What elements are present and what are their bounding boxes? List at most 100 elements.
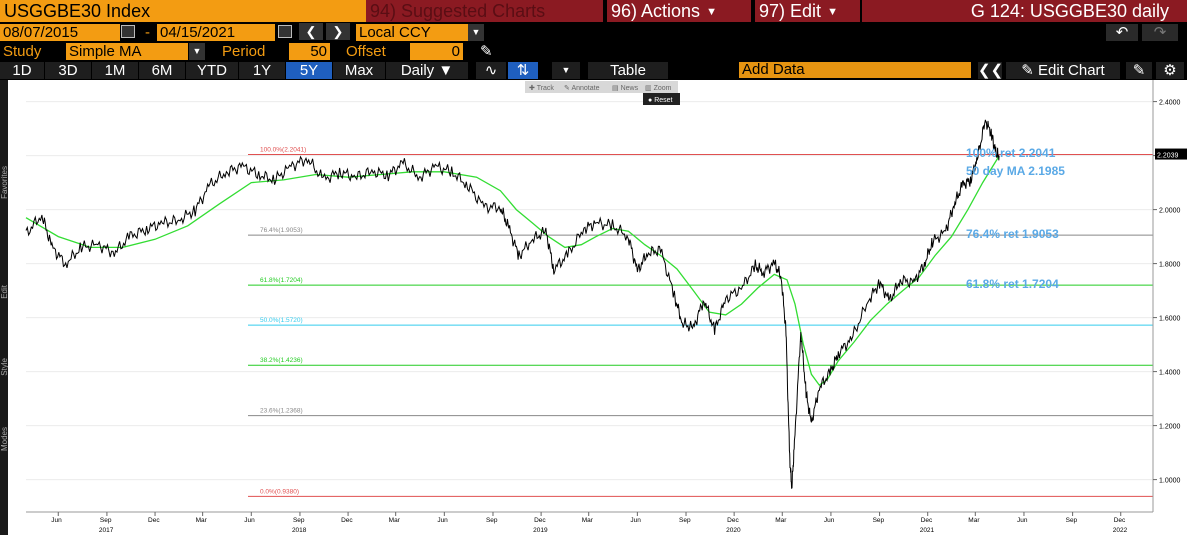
zoom-tool[interactable]: ▥ Zoom xyxy=(645,85,672,92)
x-tick-label: Jun xyxy=(824,517,835,524)
period-3d[interactable]: 3D xyxy=(45,62,91,79)
period-input[interactable]: 50 xyxy=(289,43,330,60)
actions-label: Actions xyxy=(641,1,701,21)
study-select[interactable]: Simple MA xyxy=(66,43,188,60)
y-tick-label: 1.6000 xyxy=(1159,316,1181,323)
y-tick-label: 2.0000 xyxy=(1159,208,1181,215)
ticker-field[interactable]: USGGBE30 Index xyxy=(0,0,366,22)
period-1m[interactable]: 1M xyxy=(92,62,138,79)
annotation-label: 61.8% ret 1.7204 xyxy=(966,277,1059,291)
y-tick-label: 1.4000 xyxy=(1159,370,1181,377)
period-5y[interactable]: 5Y xyxy=(286,62,332,79)
x-tick-label: Mar xyxy=(968,517,980,524)
annotate-tool[interactable]: ✎ Annotate xyxy=(564,85,600,92)
x-tick-label: Sep xyxy=(486,517,498,524)
fib-label: 50.0%(1.5720) xyxy=(260,317,303,324)
edit-label: Edit xyxy=(790,1,822,21)
annotation-label: 100% ret 2.2041 xyxy=(966,146,1056,160)
study-label: Study xyxy=(3,43,42,60)
bar-chart-icon[interactable]: ⇅ xyxy=(508,62,538,79)
chevron-down-icon: ▼ xyxy=(827,6,838,18)
study-row: Study Simple MA ▼ Period 50 Offset 0 ✎ xyxy=(0,42,1187,61)
x-tick-label: Mar xyxy=(775,517,787,524)
chevron-down-icon[interactable]: ▼ xyxy=(468,24,484,41)
line-chart-icon[interactable]: ∿ xyxy=(476,62,506,79)
table-button[interactable]: Table xyxy=(588,62,668,79)
x-tick-label: Jun xyxy=(1017,517,1028,524)
fib-label: 100.0%(2.2041) xyxy=(260,146,306,153)
annotation-label: 76.4% ret 1.9053 xyxy=(966,227,1059,241)
frequency-label: Daily xyxy=(400,62,435,79)
calendar-icon[interactable] xyxy=(121,25,135,38)
chevron-down-icon[interactable]: ▼ xyxy=(552,62,580,79)
date-range-row: 08/07/2015 - 04/15/2021 ❮ ❯ Local CCY ▼ … xyxy=(0,22,1187,42)
x-axis: Jun Sep Dec Mar Jun Sep Dec Mar Jun Sep Dec Mar Jun S… xyxy=(26,511,1153,534)
gear-icon[interactable]: ⚙ xyxy=(1156,62,1184,79)
reset-button[interactable]: ● Reset xyxy=(648,97,673,104)
start-date-field[interactable]: 08/07/2015 xyxy=(0,24,120,41)
chart-area[interactable]: 100.0%(2.2041) 76.4%(1.9053) 61.8%(1.7204)… xyxy=(8,80,1187,535)
next-arrow-button[interactable]: ❯ xyxy=(326,23,350,40)
suggested-label: Suggested Charts xyxy=(401,1,546,21)
y-tick-label: 1.2000 xyxy=(1159,424,1181,431)
x-tick-label: Mar xyxy=(389,517,401,524)
fib-label: 61.8%(1.7204) xyxy=(260,277,303,284)
x-tick-label: Sep xyxy=(1066,517,1078,524)
x-tick-label: Sep xyxy=(293,517,305,524)
x-tick-label: Dec xyxy=(921,517,933,524)
reset-bg xyxy=(643,93,680,105)
edit-chart-button[interactable]: ✎ Edit Chart xyxy=(1006,62,1120,79)
x-year-label: 2021 xyxy=(920,527,935,534)
x-tick-label: Mar xyxy=(196,517,208,524)
last-price-badge xyxy=(1155,148,1187,160)
x-tick-label: Dec xyxy=(148,517,160,524)
period-ytd[interactable]: YTD xyxy=(186,62,238,79)
offset-input[interactable]: 0 xyxy=(410,43,463,60)
undo-icon[interactable]: ↶ xyxy=(1106,24,1138,41)
price-line xyxy=(25,119,1000,489)
x-year-label: 2017 xyxy=(99,527,114,534)
add-data-input[interactable]: Add Data xyxy=(739,62,971,78)
fib-label: 0.0%(0.9380) xyxy=(260,488,299,495)
x-tick-label: Jun xyxy=(630,517,641,524)
fib-label: 38.2%(1.4236) xyxy=(260,357,303,364)
y-tick-label: 1.8000 xyxy=(1159,262,1181,269)
edit-menu[interactable]: 97) Edit ▼ xyxy=(755,0,860,22)
redo-icon[interactable]: ↷ xyxy=(1142,24,1178,41)
chart-mini-tools[interactable]: ✚ Track ✎ Annotate ▤ News ▥ Zoom ● Reset xyxy=(525,81,680,105)
annotation-label: 50 day MA 2.1985 xyxy=(966,164,1065,178)
currency-select[interactable]: Local CCY xyxy=(356,24,468,41)
calendar-icon[interactable] xyxy=(278,25,292,38)
grid xyxy=(26,101,1153,481)
fib-label: 23.6%(1.2368) xyxy=(260,408,303,415)
period-6m[interactable]: 6M xyxy=(139,62,185,79)
x-tick-label: Jun xyxy=(437,517,448,524)
news-tool[interactable]: ▤ News xyxy=(612,85,639,92)
ma-line xyxy=(25,155,1000,386)
x-tick-label: Sep xyxy=(679,517,691,524)
mini-tools-bg xyxy=(525,81,678,93)
x-tick-label: Sep xyxy=(100,517,112,524)
header-bar: USGGBE30 Index 94) Suggested Charts 96) … xyxy=(0,0,1187,22)
actions-menu[interactable]: 96) Actions ▼ xyxy=(607,0,751,22)
draw-icon[interactable]: ✎ xyxy=(1126,62,1152,79)
period-1d[interactable]: 1D xyxy=(0,62,44,79)
end-date-field[interactable]: 04/15/2021 xyxy=(157,24,275,41)
x-tick-label: Mar xyxy=(582,517,594,524)
chevron-down-icon: ▼ xyxy=(438,62,454,79)
chevron-down-icon[interactable]: ▼ xyxy=(189,43,205,60)
suggested-charts-menu[interactable]: 94) Suggested Charts xyxy=(366,0,603,22)
frequency-select[interactable]: Daily ▼ xyxy=(386,62,468,79)
pencil-icon[interactable]: ✎ xyxy=(480,43,493,60)
ticker-label: USGGBE30 Index xyxy=(4,1,151,21)
x-tick-label: Dec xyxy=(727,517,739,524)
prev-arrow-button[interactable]: ❮ xyxy=(299,23,323,40)
period-1y[interactable]: 1Y xyxy=(239,62,285,79)
annotations: 100% ret 2.2041 50 day MA 2.1985 76.4% ret… xyxy=(966,146,1065,291)
track-tool[interactable]: ✚ Track xyxy=(529,84,554,92)
x-year-label: 2019 xyxy=(533,527,548,534)
x-tick-label: Dec xyxy=(1114,517,1126,524)
collapse-icon[interactable]: ❮❮ xyxy=(978,62,1004,79)
period-max[interactable]: Max xyxy=(333,62,385,79)
offset-label: Offset xyxy=(346,43,386,60)
